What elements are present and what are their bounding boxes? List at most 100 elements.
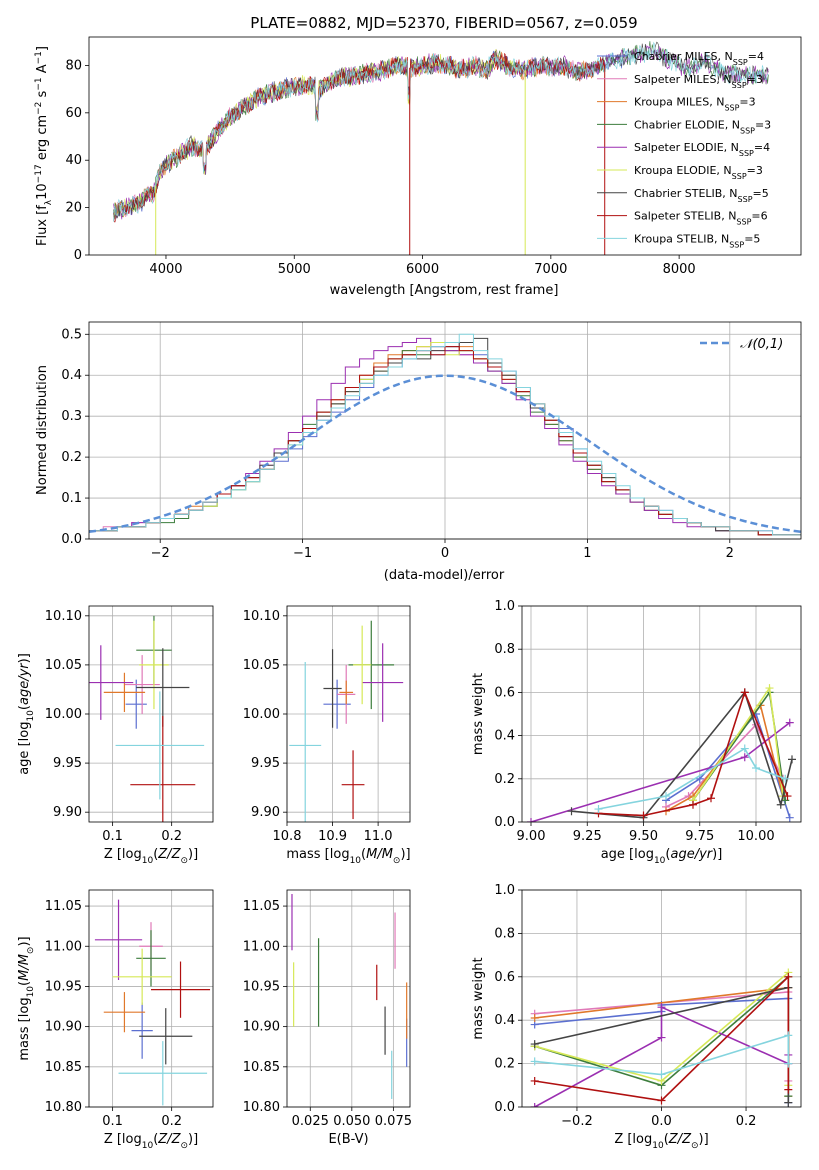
- weight-point: [784, 972, 793, 981]
- x-axis-label: Z [log10(Z/Z⊙)]: [104, 847, 198, 866]
- y-tick-label: 0: [74, 248, 82, 263]
- x-tick-label: 0.075: [375, 1114, 412, 1129]
- weight-point: [707, 794, 715, 803]
- y-tick-label: 11.05: [45, 899, 82, 914]
- label-part: 10: [142, 856, 154, 866]
- y-tick-label: 10.95: [243, 979, 280, 994]
- legend-text: Chabrier MILES, N: [634, 50, 733, 63]
- mass-weight-vs-Z-panel: −0.2 0.0 0.2 0.0 0.2 0.4 0.6 0.8 1.0 Z [log10(Z/Z…: [471, 883, 802, 1151]
- x-axis-label: mass [log10(M/M⊙)]: [286, 847, 410, 866]
- legend-text: Salpeter ELODIE, N: [634, 141, 739, 154]
- legend-tail: =5: [753, 187, 769, 200]
- legend-text: Kroupa ELODIE, N: [634, 164, 732, 177]
- label-part: (: [153, 1132, 158, 1147]
- label-part: )]: [699, 1132, 709, 1147]
- legend-entry: Salpeter ELODIE, NSSP=4: [634, 141, 770, 158]
- weight-point: [781, 774, 790, 783]
- axes-frame: [88, 36, 802, 256]
- weight-series: [530, 721, 791, 822]
- mass-weight-vs-age-panel: 9.00 9.25 9.50 9.75 10.00 0.0 0.2 0.4 0.6 0.8 1.0 a…: [471, 599, 802, 866]
- axes-frame: [521, 889, 802, 1108]
- x-axis-label: age [log10(age/yr)]: [601, 847, 723, 866]
- label-part: (: [153, 847, 158, 862]
- y-axis-label: mass weight: [471, 957, 486, 1039]
- label-part: (: [664, 1132, 669, 1147]
- y-tick-label: 10.85: [45, 1060, 82, 1075]
- x-axis-label: (data-model)/error: [384, 568, 505, 583]
- x-tick-label: 2: [726, 546, 734, 561]
- label-part: (: [17, 705, 32, 710]
- x-tick-label: 11.0: [364, 829, 393, 844]
- x-tick-label: 0.025: [292, 1114, 329, 1129]
- legend-sub: SSP: [733, 58, 748, 67]
- label-part: ]: [35, 46, 50, 51]
- y-tick-label: 40: [65, 153, 82, 168]
- axes-frame: [286, 605, 411, 823]
- label-part: )]: [17, 653, 32, 663]
- legend-entry: Salpeter STELIB, NSSP=6: [634, 210, 768, 227]
- weight-point: [530, 1076, 539, 1085]
- plot-area: [113, 41, 769, 255]
- y-axis-label: mass [log10(M/M⊙)]: [17, 936, 36, 1060]
- label-part: age/yr: [17, 662, 32, 705]
- label-part: ⊙: [691, 1141, 699, 1151]
- y-tick-label: 11.00: [243, 939, 280, 954]
- legend-entry: Kroupa MILES, NSSP=3: [634, 96, 756, 113]
- weight-point: [662, 792, 670, 801]
- label-part: Normed distribution: [35, 365, 50, 495]
- y-axis-label: Normed distribution: [35, 365, 50, 495]
- y-axis-label: Flux [fλ10−17 erg cm−2 s−1 A−1]: [34, 46, 54, 246]
- label-part: −1: [34, 51, 44, 64]
- weight-point: [567, 807, 576, 816]
- weight-point: [530, 1040, 539, 1049]
- y-tick-label: 0.0: [494, 1100, 515, 1115]
- label-part: )]: [188, 847, 198, 862]
- legend-text: Kroupa MILES, N: [634, 96, 724, 109]
- label-part: age/yr: [670, 847, 713, 862]
- plot-area: [291, 894, 408, 1099]
- x-axis-label: Z [log10(Z/Z⊙)]: [614, 1132, 708, 1151]
- y-tick-label: 10.00: [243, 707, 280, 722]
- weight-point: [530, 1057, 539, 1066]
- plot-area: [289, 620, 404, 822]
- y-tick-label: 0.3: [61, 409, 82, 424]
- label-part: (: [17, 981, 32, 986]
- label-part: 10: [652, 1141, 664, 1151]
- weight-point: [657, 1070, 666, 1079]
- legend-sub: SSP: [739, 149, 754, 158]
- legend-sub: SSP: [732, 172, 747, 181]
- legend-sub: SSP: [732, 80, 747, 89]
- label-part: Z [log: [614, 1132, 652, 1147]
- y-tick-label: 10.10: [243, 609, 280, 624]
- weight-point: [594, 805, 603, 814]
- legend-tail: =3: [747, 164, 763, 177]
- label-part: s: [35, 90, 50, 101]
- legend-tail: =3: [747, 73, 763, 86]
- x-tick-label: 6000: [406, 262, 439, 277]
- label-part: Z/Z: [668, 1132, 692, 1147]
- y-tick-label: 11.05: [243, 899, 280, 914]
- y-tick-label: 10.10: [45, 609, 82, 624]
- y-tick-label: 10.85: [243, 1060, 280, 1075]
- label-part: ⊙: [393, 856, 401, 866]
- legend-sub: SSP: [724, 103, 739, 112]
- y-tick-label: 10.00: [45, 707, 82, 722]
- legend-entry: Salpeter MILES, NSSP=3: [634, 73, 763, 90]
- y-tick-label: 10.05: [243, 658, 280, 673]
- legend-tail: =3: [755, 118, 771, 131]
- x-tick-label: 0: [441, 546, 449, 561]
- legend-entry: Chabrier ELODIE, NSSP=3: [634, 118, 771, 135]
- legend-text: Chabrier ELODIE, N: [634, 118, 740, 131]
- weight-point: [765, 684, 774, 693]
- histogram-panel: −2 −1 0 1 2 0.0 0.1 0.2 0.3 0.4 0.5 𝒩(0,1) (data-mod…: [35, 321, 802, 583]
- label-part: A: [35, 64, 50, 77]
- weight-point: [783, 792, 792, 801]
- weight-point: [785, 813, 794, 822]
- x-tick-label: 9.25: [573, 829, 602, 844]
- legend-tail: =4: [748, 50, 764, 63]
- y-tick-label: 60: [65, 106, 82, 121]
- y-tick-label: 0.2: [494, 1057, 515, 1072]
- label-part: ⊙: [26, 947, 36, 955]
